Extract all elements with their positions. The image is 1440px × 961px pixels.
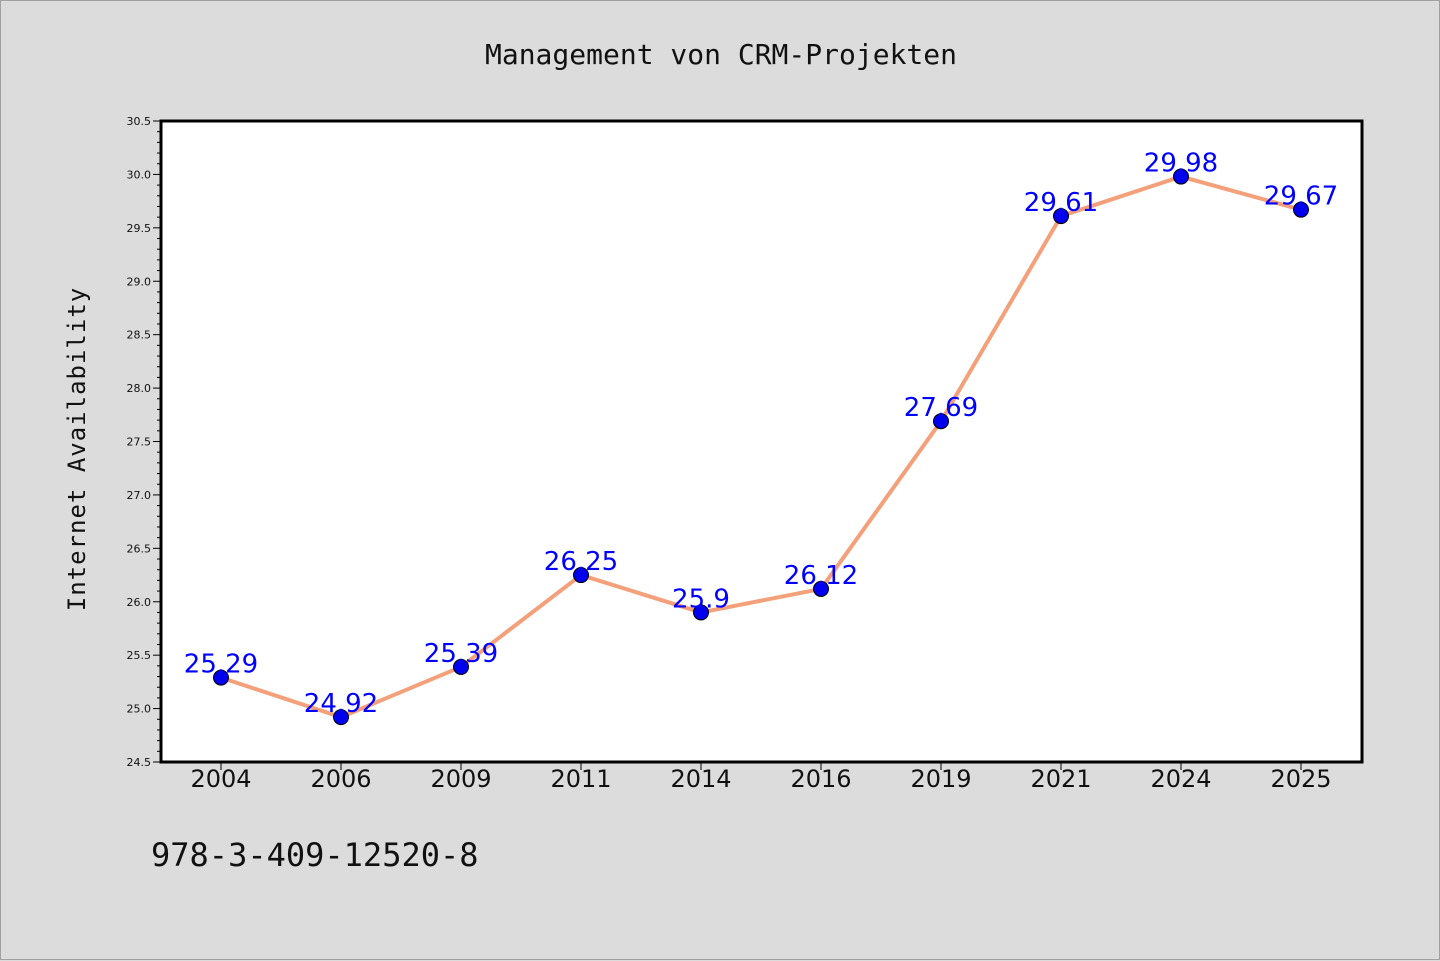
series-line	[220, 174, 1302, 720]
y-tick-label: 26.5	[127, 542, 152, 555]
data-label: 27.69	[904, 393, 978, 423]
y-tick-label: 29.0	[127, 275, 152, 288]
x-tick-label: 2024	[1150, 765, 1211, 793]
x-axis: 2004 2006 2009 2011 2014 2016 2019 2021 2024 2025	[190, 762, 1332, 793]
chart-title: Management von CRM-Projekten	[485, 38, 957, 71]
data-point	[453, 658, 469, 675]
data-label: 29.67	[1264, 182, 1338, 212]
data-label: 25.39	[424, 639, 498, 669]
data-label: 24.92	[304, 689, 378, 719]
data-labels: 25.29 24.92 25.39 26.25 25.9 26.12 27.69 29.61 2…	[184, 149, 1338, 720]
plot-area	[159, 119, 1364, 764]
x-tick-label: 2011	[550, 765, 611, 793]
data-point	[693, 604, 709, 621]
x-tick-label: 2009	[430, 765, 491, 793]
data-point	[933, 413, 949, 430]
x-tick-label: 2006	[310, 765, 371, 793]
data-point	[213, 669, 229, 686]
x-tick-label: 2014	[670, 765, 731, 793]
data-label: 25.9	[672, 584, 730, 614]
y-tick-label: 28.5	[127, 329, 152, 342]
isbn-text: 978-3-409-12520-8	[151, 836, 479, 874]
x-tick-label: 2019	[910, 765, 971, 793]
y-tick-label: 25.5	[127, 649, 152, 662]
series-layer	[213, 168, 1309, 726]
y-axis-label: Internet Availability	[63, 287, 91, 611]
y-tick-label: 26.0	[127, 596, 152, 609]
data-label: 25.29	[184, 650, 258, 680]
y-tick-label: 29.5	[127, 222, 152, 235]
x-tick-label: 2004	[190, 765, 251, 793]
data-point	[1173, 168, 1189, 185]
data-label: 26.25	[544, 547, 618, 577]
data-point	[1053, 208, 1069, 225]
y-tick-label: 30.5	[127, 115, 152, 128]
data-label: 29.61	[1024, 188, 1098, 218]
data-point	[333, 709, 349, 726]
data-label: 26.12	[784, 561, 858, 591]
data-label: 29.98	[1144, 149, 1218, 179]
y-tick-label: 27.5	[127, 436, 152, 449]
data-point	[1293, 201, 1309, 218]
x-tick-label: 2021	[1030, 765, 1091, 793]
y-tick-label: 24.5	[127, 756, 152, 769]
data-point	[813, 580, 829, 597]
y-tick-label: 27.0	[127, 489, 152, 502]
y-tick-label: 28.0	[127, 382, 152, 395]
data-point	[573, 567, 589, 584]
y-tick-label: 30.0	[127, 168, 152, 181]
x-tick-label: 2016	[790, 765, 851, 793]
y-tick-label: 25.0	[127, 703, 152, 716]
x-tick-label: 2025	[1270, 765, 1331, 793]
y-axis: 24.5 25.0 25.5 26.0 26.5 27.0 27.5 28.0 28.5 29.0…	[127, 115, 161, 769]
